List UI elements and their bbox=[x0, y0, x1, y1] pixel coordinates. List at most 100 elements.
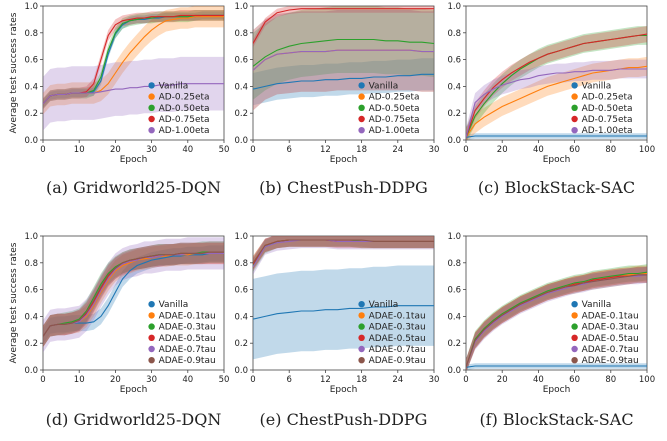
y-tick-label: 0.6 bbox=[447, 56, 461, 66]
legend-label: AD-1.00eta bbox=[369, 126, 420, 136]
y-tick-label: 0.0 bbox=[447, 136, 461, 146]
legend-marker bbox=[148, 323, 155, 330]
series-band-2 bbox=[253, 10, 434, 111]
y-tick-label: 1.0 bbox=[24, 2, 38, 12]
legend-marker bbox=[358, 93, 365, 100]
y-tick-label: 0.2 bbox=[447, 339, 461, 349]
y-tick-label: 0.2 bbox=[234, 109, 248, 119]
legend-label: ADAE-0.5tau bbox=[159, 334, 216, 344]
series-band-1 bbox=[466, 363, 647, 370]
series-group bbox=[43, 6, 224, 131]
x-tick-label: 40 bbox=[533, 145, 544, 155]
chart-panel-4: 0.0 0.2 0.4 0.6 0.8 1.0 0 10 20 30 40 50 Epoch Averag… bbox=[9, 232, 229, 429]
legend-marker bbox=[358, 312, 365, 319]
x-axis-label: Epoch bbox=[330, 155, 358, 165]
legend-marker bbox=[571, 323, 578, 330]
series-band-4 bbox=[253, 6, 434, 48]
legend-label: ADAE-0.3tau bbox=[582, 323, 639, 333]
legend-label: ADAE-0.5tau bbox=[582, 334, 639, 344]
series-line-4 bbox=[466, 33, 647, 138]
series-band-1 bbox=[466, 133, 647, 140]
legend-marker bbox=[358, 357, 365, 364]
y-tick-label: 1.0 bbox=[234, 232, 248, 242]
x-tick-label: 40 bbox=[533, 375, 544, 385]
legend-marker bbox=[358, 104, 365, 112]
x-tick-label: 60 bbox=[569, 375, 580, 385]
x-tick-label: 30 bbox=[429, 375, 440, 385]
y-tick-label: 0.8 bbox=[234, 259, 248, 269]
legend-marker bbox=[358, 323, 365, 330]
x-axis-label: Epoch bbox=[543, 155, 571, 165]
chart-panel-2: 0.0 0.2 0.4 0.6 0.8 1.0 0 6 12 18 24 30 Epoch Vanilla… bbox=[234, 2, 439, 197]
legend-label: ADAE-0.5tau bbox=[369, 334, 426, 344]
x-tick-label: 0 bbox=[250, 375, 255, 385]
legend-label: ADAE-0.1tau bbox=[582, 311, 639, 321]
series-band-4 bbox=[253, 236, 434, 271]
y-tick-label: 0.0 bbox=[234, 136, 248, 146]
legend-label: AD-0.75eta bbox=[582, 115, 633, 125]
x-tick-label: 40 bbox=[182, 375, 193, 385]
legend-label: AD-0.50eta bbox=[369, 104, 420, 114]
x-tick-label: 50 bbox=[219, 145, 230, 155]
y-tick-label: 0.8 bbox=[234, 29, 248, 39]
series-line-3 bbox=[253, 38, 434, 67]
series-line-1 bbox=[466, 135, 647, 138]
panel-caption: (f) BlockStack-SAC bbox=[479, 410, 633, 429]
plot-frame bbox=[42, 5, 225, 141]
series-band-3 bbox=[253, 6, 434, 100]
legend-marker bbox=[358, 334, 365, 341]
legend-label: AD-0.25eta bbox=[159, 93, 210, 103]
legend-label: Vanilla bbox=[369, 300, 399, 310]
series-group bbox=[466, 26, 647, 140]
legend-marker bbox=[148, 127, 155, 134]
x-tick-label: 0 bbox=[250, 145, 255, 155]
series-band-5 bbox=[43, 56, 224, 131]
series-group bbox=[253, 6, 434, 111]
legend-marker bbox=[358, 82, 365, 89]
y-tick-label: 0.0 bbox=[447, 366, 461, 376]
x-tick-label: 12 bbox=[320, 145, 331, 155]
plot-frame bbox=[42, 235, 225, 371]
x-tick-label: 20 bbox=[497, 145, 508, 155]
plot-frame bbox=[252, 5, 435, 141]
y-tick-label: 0.4 bbox=[447, 82, 461, 92]
series-band-2 bbox=[466, 56, 647, 140]
y-tick-label: 0.6 bbox=[234, 56, 248, 66]
panel-caption: (d) Gridworld25-DQN bbox=[46, 410, 222, 429]
y-tick-label: 0.4 bbox=[24, 312, 38, 322]
y-tick-label: 0.4 bbox=[234, 312, 248, 322]
y-tick-label: 0.6 bbox=[447, 286, 461, 296]
x-axis-label: Epoch bbox=[330, 385, 358, 395]
x-tick-label: 24 bbox=[392, 145, 403, 155]
legend-label: ADAE-0.1tau bbox=[369, 311, 426, 321]
series-line-4 bbox=[253, 8, 434, 44]
series-band-5 bbox=[466, 266, 647, 370]
series-line-5 bbox=[466, 68, 647, 138]
legend-marker bbox=[571, 127, 578, 134]
legend-marker bbox=[571, 357, 578, 364]
series-band-4 bbox=[43, 10, 224, 110]
plot-frame bbox=[465, 5, 648, 141]
legend-marker bbox=[358, 345, 365, 353]
legend-marker bbox=[571, 334, 578, 341]
x-tick-label: 24 bbox=[392, 375, 403, 385]
y-tick-label: 0.0 bbox=[234, 366, 248, 376]
x-tick-label: 100 bbox=[639, 375, 655, 385]
y-tick-label: 0.4 bbox=[447, 312, 461, 322]
series-band-3 bbox=[43, 10, 224, 110]
x-axis-label: Epoch bbox=[120, 385, 148, 395]
y-tick-label: 0.8 bbox=[24, 259, 38, 269]
panel-caption: (e) ChestPush-DDPG bbox=[260, 410, 428, 429]
x-axis-label: Epoch bbox=[120, 155, 148, 165]
x-tick-label: 18 bbox=[356, 375, 367, 385]
legend-marker bbox=[148, 82, 155, 89]
y-axis-label: Average test success rates bbox=[9, 242, 19, 363]
chart-panel-1: 0.0 0.2 0.4 0.6 0.8 1.0 0 10 20 30 40 50 Epoch Averag… bbox=[9, 2, 229, 197]
chart-panel-3: 0.0 0.2 0.4 0.6 0.8 1.0 0 20 40 60 80 100 Epoch Vanil… bbox=[447, 2, 655, 197]
series-line-5 bbox=[253, 49, 434, 71]
legend-marker bbox=[358, 127, 365, 134]
series-line-6 bbox=[43, 251, 224, 337]
x-tick-label: 0 bbox=[463, 375, 468, 385]
y-tick-label: 0.0 bbox=[24, 136, 38, 146]
